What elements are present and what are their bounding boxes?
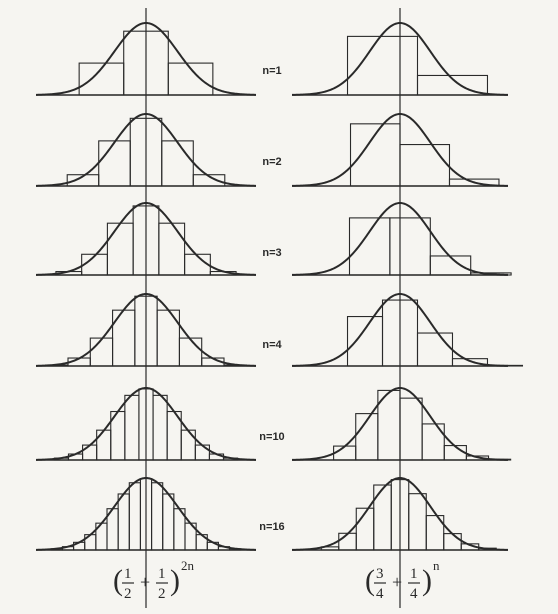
row-labels: n=1 n=2 n=3 n=4 n=10 n=16 [259, 65, 284, 533]
right-formula-exponent: n [433, 558, 440, 573]
right-column [291, 8, 524, 608]
right-formula-den2: 4 [410, 586, 418, 602]
left-formula-close-paren: ) [170, 564, 180, 597]
right-formula-close-paren: ) [422, 564, 432, 597]
left-formula-open-paren: ( [113, 564, 123, 597]
left-bar-3-2 [89, 337, 114, 367]
left-bar-4-11 [152, 394, 168, 461]
right-bar-2-0 [348, 217, 391, 276]
right-formula-open-paren: ( [365, 564, 375, 597]
left-formula-num1: 1 [124, 566, 132, 582]
left-bar-5-14 [117, 493, 130, 551]
right-bar-4-0 [333, 445, 357, 461]
right-bar-3-3 [451, 358, 489, 367]
left-bar-4-7 [96, 429, 112, 461]
right-panel-3 [291, 292, 524, 367]
left-bar-5-17 [151, 482, 164, 551]
left-bar-5-15 [128, 482, 141, 551]
left-column [35, 8, 257, 608]
right-formula-num2: 1 [410, 566, 418, 582]
right-bar-1-2 [448, 178, 500, 187]
row-label: n=3 [262, 247, 281, 259]
left-bar-3-3 [112, 309, 136, 367]
right-panel-4 [291, 386, 512, 461]
right-bar-5-1 [338, 532, 357, 551]
row-label: n=10 [259, 431, 284, 443]
right-bar-0-1 [416, 74, 489, 96]
left-bar-1-4 [192, 174, 226, 187]
right-panel-2 [291, 201, 512, 276]
left-bar-4-6 [82, 444, 98, 461]
left-bar-1-1 [98, 140, 131, 187]
right-formula-den1: 4 [376, 586, 384, 602]
right-bar-3-0 [346, 315, 384, 367]
left-bar-3-6 [178, 337, 203, 367]
row-label: n=2 [262, 156, 281, 168]
right-bar-2-1 [389, 217, 431, 276]
left-formula-den2: 2 [158, 586, 166, 602]
left-bar-2-4 [158, 222, 186, 276]
left-formula-num2: 1 [158, 566, 166, 582]
right-bar-4-4 [421, 423, 445, 461]
right-bar-0-0 [346, 35, 419, 96]
row-label: n=16 [259, 521, 284, 533]
row-label: n=4 [262, 339, 282, 351]
left-bar-1-3 [161, 140, 194, 187]
right-bar-2-2 [429, 255, 472, 276]
right-formula-num1: 3 [376, 566, 384, 582]
right-bar-4-3 [399, 397, 423, 461]
right-bar-5-7 [443, 533, 462, 551]
left-bar-2-5 [184, 253, 211, 276]
right-bar-5-6 [425, 515, 445, 551]
left-bar-5-18 [162, 493, 175, 551]
left-formula-exponent: 2n [181, 558, 195, 573]
right-bar-5-3 [373, 484, 392, 551]
right-bar-1-1 [399, 144, 451, 187]
row-label: n=1 [262, 65, 281, 77]
left-bar-0-2 [167, 62, 214, 96]
left-bar-2-2 [106, 222, 134, 276]
left-bar-4-13 [180, 429, 196, 461]
left-formula-den1: 2 [124, 586, 132, 602]
left-bar-3-5 [156, 309, 180, 367]
right-formula: ( 3 4 + 1 4 ) n [365, 558, 440, 602]
right-formula-plus: + [392, 572, 402, 592]
left-formula-plus: + [140, 572, 150, 592]
left-formula: ( 1 2 + 1 2 ) 2n [113, 558, 195, 602]
left-bar-4-9 [124, 394, 140, 461]
left-bar-4-14 [194, 444, 210, 461]
right-bar-3-2 [416, 332, 454, 367]
right-bar-5-5 [408, 493, 427, 551]
